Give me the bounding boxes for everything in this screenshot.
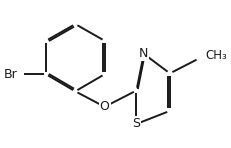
- Text: N: N: [139, 47, 149, 60]
- Text: Br: Br: [3, 68, 17, 81]
- Text: O: O: [100, 100, 109, 113]
- Text: CH₃: CH₃: [205, 49, 227, 62]
- Text: S: S: [132, 117, 140, 130]
